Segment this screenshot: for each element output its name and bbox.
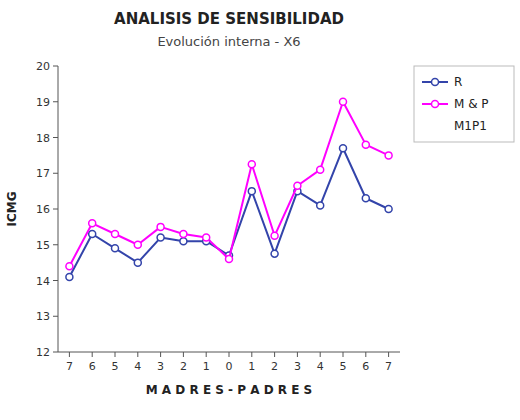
series-marker — [271, 250, 278, 257]
x-tick-label: 4 — [317, 360, 324, 373]
series-marker — [157, 223, 164, 230]
series-marker — [271, 232, 278, 239]
y-tick-label: 18 — [36, 132, 50, 145]
title: ANALISIS DE SENSIBILIDAD — [114, 10, 344, 28]
y-tick — [53, 137, 58, 138]
y-tick-label: 13 — [36, 310, 50, 323]
y-tick — [53, 244, 58, 245]
x-tick — [251, 352, 252, 357]
series-marker — [362, 195, 369, 202]
x-tick — [274, 352, 275, 357]
x-axis: 7 6 5 4 3 2 1 0 1 2 3 4 5 6 7 — [58, 352, 400, 373]
series-marker — [248, 188, 255, 195]
x-tick-label: 7 — [385, 360, 392, 373]
x-tick-label: 1 — [203, 360, 210, 373]
x-tick-label: 3 — [294, 360, 301, 373]
y-tick-label: 20 — [36, 60, 50, 73]
y-tick-label: 17 — [36, 167, 50, 180]
x-tick-label: 6 — [362, 360, 369, 373]
series-marker — [317, 166, 324, 173]
series-marker — [89, 231, 96, 238]
legend-box — [414, 66, 514, 142]
series-marker — [203, 234, 210, 241]
y-tick — [53, 66, 58, 67]
x-tick-label: 3 — [157, 360, 164, 373]
subtitle: Evolución interna - X6 — [157, 34, 300, 49]
series-marker — [180, 231, 187, 238]
x-tick-label: 4 — [134, 360, 141, 373]
series-marker — [226, 256, 233, 263]
series-marker — [362, 141, 369, 148]
x-tick-label: 1 — [248, 360, 255, 373]
series-marker — [66, 273, 73, 280]
legend-label: M & P — [454, 97, 489, 111]
y-tick-label: 19 — [36, 96, 50, 109]
series — [66, 98, 392, 269]
series-marker — [134, 241, 141, 248]
series-marker — [134, 259, 141, 266]
y-tick-label: 14 — [36, 275, 50, 288]
x-tick — [229, 352, 230, 357]
y-tick — [53, 352, 58, 353]
series-marker — [340, 145, 347, 152]
x-tick-label: 5 — [112, 360, 119, 373]
series — [66, 145, 392, 281]
legend-label: R — [454, 75, 462, 89]
chart-container: ANALISIS DE SENSIBILIDAD Evolución intern… — [0, 0, 520, 420]
series-marker — [294, 182, 301, 189]
series-line — [69, 102, 388, 266]
x-tick-label: 6 — [89, 360, 96, 373]
x-tick — [365, 352, 366, 357]
x-tick — [343, 352, 344, 357]
chart: ANALISIS DE SENSIBILIDAD Evolución intern… — [0, 0, 520, 420]
x-tick — [92, 352, 93, 357]
x-tick — [137, 352, 138, 357]
series-line — [69, 148, 388, 277]
y-tick-label: 16 — [36, 203, 50, 216]
x-tick — [320, 352, 321, 357]
x-tick — [183, 352, 184, 357]
series-marker — [112, 231, 119, 238]
series-marker — [385, 152, 392, 159]
x-tick-label: 0 — [226, 360, 233, 373]
y-axis: 12 13 14 15 16 17 18 19 20 — [36, 60, 58, 359]
y-tick-label: 12 — [36, 346, 50, 359]
series-marker — [180, 238, 187, 245]
series-marker — [157, 234, 164, 241]
y-tick — [53, 209, 58, 210]
x-tick — [206, 352, 207, 357]
y-tick — [53, 316, 58, 317]
y-tick-label: 15 — [36, 239, 50, 252]
series-marker — [385, 206, 392, 213]
series-marker — [66, 263, 73, 270]
x-axis-label: M A D R E S - P A D R E S — [146, 383, 313, 397]
legend-marker — [432, 79, 439, 86]
legend-label: M1P1 — [454, 119, 487, 133]
series-marker — [112, 245, 119, 252]
y-axis-label: ICMG — [5, 191, 19, 226]
legend: R M & P M1P1 — [414, 66, 514, 142]
x-tick — [160, 352, 161, 357]
x-tick — [388, 352, 389, 357]
x-tick-label: 5 — [340, 360, 347, 373]
x-tick-label: 2 — [180, 360, 187, 373]
x-tick — [115, 352, 116, 357]
series-marker — [248, 161, 255, 168]
y-tick — [53, 101, 58, 102]
y-tick — [53, 280, 58, 281]
series-marker — [317, 202, 324, 209]
x-tick — [297, 352, 298, 357]
series-marker — [89, 220, 96, 227]
plot-data — [66, 98, 392, 280]
x-tick-label: 7 — [66, 360, 73, 373]
y-tick — [53, 173, 58, 174]
series-marker — [340, 98, 347, 105]
legend-marker — [432, 101, 439, 108]
x-tick-label: 2 — [271, 360, 278, 373]
x-tick — [69, 352, 70, 357]
